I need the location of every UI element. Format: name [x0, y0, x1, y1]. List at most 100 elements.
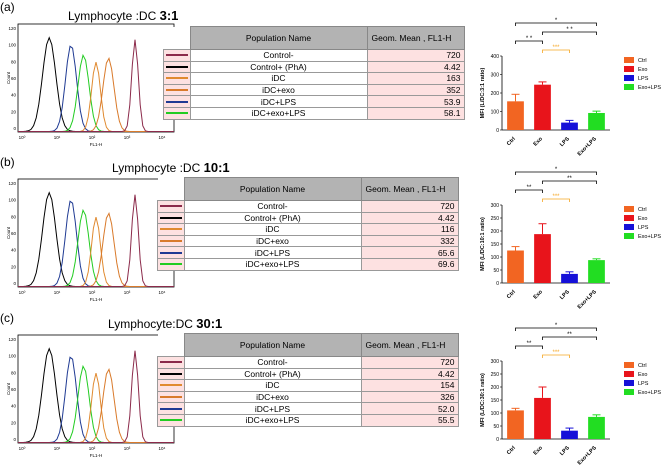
panel-c: (c) Lymphocyte:DC 30:1 120 100 80 60 40 20 0 Coun… [0, 311, 667, 467]
significance-bracket [542, 198, 570, 202]
geom-mean-value: 65.6 [360, 246, 459, 259]
y-tick-label: 300 [491, 73, 500, 79]
title-prefix: Lymphocyte:DC [108, 317, 193, 331]
panel-title: Lymphocyte:DC 30:1 [108, 316, 222, 331]
table-row: Control- 720 [157, 356, 459, 369]
bar-exo [534, 234, 551, 283]
legend-swatch [624, 57, 634, 63]
bar-lps [561, 122, 578, 130]
stats-table: Population Name Geom. Mean , FL1-H Control… [157, 177, 459, 271]
significance-label: ** [567, 332, 572, 338]
legend-swatch [624, 233, 634, 239]
swatch-line [160, 216, 182, 219]
population-name: iDC+exo+LPS [183, 413, 362, 427]
significance-label: * [555, 323, 558, 329]
legend-label: LPS [638, 381, 649, 387]
hist-y-tick: 120 [8, 181, 16, 186]
table-row: iDC+LPS 65.6 [157, 246, 459, 259]
geom-mean-value: 53.9 [366, 95, 465, 108]
y-tick-label: 150 [491, 398, 500, 404]
title-ratio: 30:1 [196, 316, 223, 331]
significance-bracket [542, 354, 570, 358]
y-axis-label: MFI (L/DC:3:1 ratio) [480, 67, 486, 118]
row-color-swatch [157, 234, 185, 248]
row-color-swatch [157, 211, 185, 225]
population-name: iDC+exo [189, 83, 368, 97]
geom-mean-value: 116 [360, 223, 459, 236]
hist-y-tick: 80 [11, 214, 17, 219]
panel-label: (a) [0, 0, 15, 14]
significance-label: ** [527, 341, 532, 347]
population-name: Control+ (PhA) [189, 60, 368, 74]
table-row: Control- 720 [163, 49, 465, 62]
histogram-curve [18, 350, 174, 443]
hist-y-tick: 60 [11, 231, 17, 236]
table-row: iDC+exo+LPS 69.6 [157, 257, 459, 271]
row-color-swatch [157, 413, 185, 427]
population-name: iDC+exo [183, 390, 362, 404]
bar-chart: 0 100 200 300 400 MFI (L/DC:3:1 ratio) Ctrl Exo… [480, 18, 661, 156]
x-tick-label: Exo+LPS [577, 445, 598, 466]
x-tick-label: Exo [533, 445, 545, 457]
legend-label: Exo+LPS [638, 234, 661, 240]
swatch-line [160, 228, 182, 231]
population-name-header: Population Name [189, 26, 368, 50]
x-tick-label: Exo [533, 136, 545, 148]
y-tick-label: 0 [496, 281, 499, 287]
row-color-swatch [157, 402, 185, 415]
hist-y-tick: 100 [8, 354, 16, 359]
population-name: iDC+exo+LPS [189, 106, 368, 120]
bar-chart: 0 50 100 150 200 250 300 MFI (L/DC:30:1 ratio) C… [480, 323, 661, 466]
row-color-swatch [163, 72, 191, 85]
significance-bracket [515, 327, 597, 331]
legend-label: Exo+LPS [638, 85, 661, 91]
hist-y-tick: 0 [13, 437, 16, 442]
hist-y-tick: 60 [11, 387, 17, 392]
swatch-line [160, 263, 182, 266]
significance-bracket [542, 31, 597, 35]
table-row: iDC+exo+LPS 58.1 [163, 106, 465, 120]
y-axis-label: MFI (L/DC:30:1 ratio) [480, 373, 486, 427]
x-tick-label: Ctrl [506, 445, 517, 456]
significance-bracket [515, 345, 543, 349]
hist-x-label: FL1-H [90, 453, 103, 458]
row-color-swatch [163, 106, 191, 120]
x-tick-label: Exo+LPS [577, 289, 598, 310]
population-name: iDC+exo [183, 234, 362, 248]
panel-label: (b) [0, 155, 15, 169]
significance-label: *** [552, 194, 560, 200]
row-color-swatch [163, 49, 191, 62]
table-row: iDC+exo 332 [157, 234, 459, 248]
significance-bracket [515, 40, 543, 44]
y-tick-label: 300 [491, 203, 500, 209]
legend-label: Ctrl [638, 207, 647, 213]
stats-table: Population Name Geom. Mean , FL1-H Control… [163, 26, 465, 120]
bar-exo-lps [588, 416, 605, 439]
population-name: iDC+LPS [183, 246, 362, 259]
swatch-line [166, 77, 188, 80]
hist-y-label: Count [6, 382, 11, 395]
hist-y-tick: 40 [11, 404, 17, 409]
population-name: Control+ (PhA) [183, 211, 362, 225]
hist-y-tick: 120 [8, 337, 16, 342]
x-tick-label: Ctrl [506, 136, 517, 147]
significance-bracket [515, 171, 597, 175]
population-name: iDC+exo+LPS [183, 257, 362, 271]
title-ratio: 10:1 [203, 160, 230, 175]
x-tick-label: LPS [559, 445, 571, 457]
significance-label: * * [526, 36, 533, 42]
swatch-line [160, 361, 182, 364]
hist-x-tick: 10³ [124, 135, 131, 140]
row-color-swatch [163, 95, 191, 108]
swatch-line [160, 419, 182, 422]
geom-mean-value: 720 [366, 49, 465, 62]
geom-mean-value: 352 [366, 83, 465, 97]
hist-x-tick: 10⁰ [19, 446, 26, 451]
hist-x-tick: 10⁰ [19, 135, 26, 140]
legend-label: Exo [638, 372, 647, 378]
legend-label: Exo [638, 67, 647, 73]
hist-y-label: Count [6, 71, 11, 84]
title-prefix: Lymphocyte :DC [112, 161, 201, 175]
row-color-swatch [157, 246, 185, 259]
population-name: iDC [183, 223, 362, 236]
